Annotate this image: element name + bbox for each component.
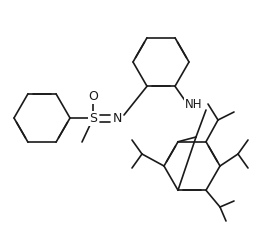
Text: N: N: [112, 112, 122, 125]
Text: O: O: [88, 90, 98, 103]
Text: NH: NH: [185, 98, 203, 111]
Text: S: S: [89, 112, 97, 125]
